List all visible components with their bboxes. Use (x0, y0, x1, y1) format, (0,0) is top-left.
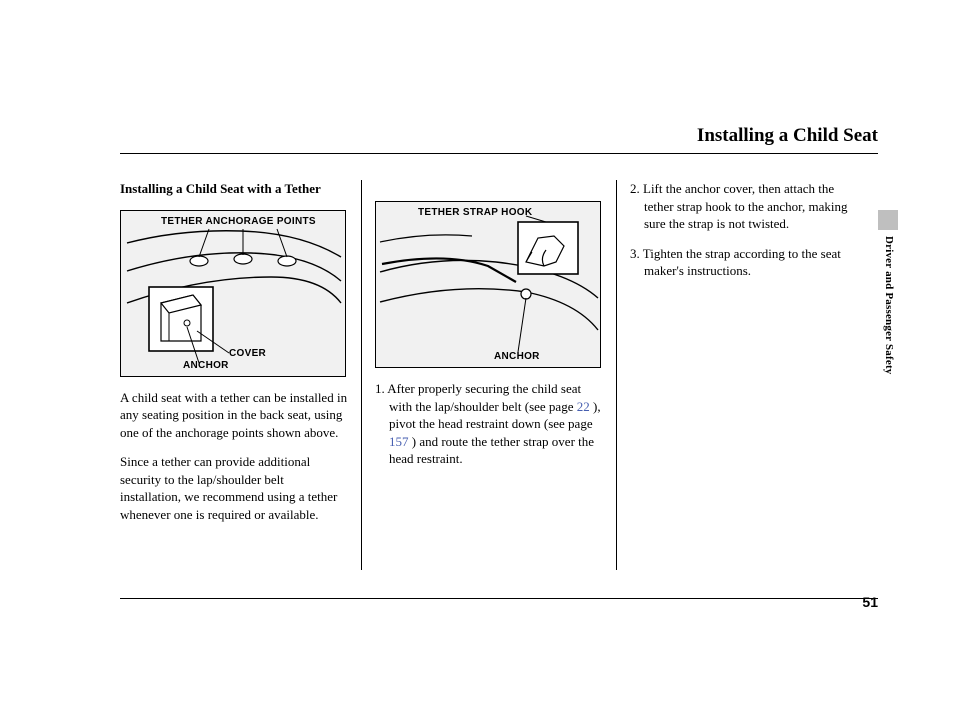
fig-label-anchor: ANCHOR (183, 359, 229, 373)
fig2-label-top: TETHER STRAP HOOK (418, 206, 532, 220)
fig2-label-anchor: ANCHOR (494, 350, 540, 364)
step-3: 3. Tighten the strap according to the se… (630, 245, 858, 280)
step-1-text-c: ) and route the tether strap over the he… (389, 434, 594, 467)
step-3-text: Tighten the strap according to the seat … (643, 246, 841, 279)
step-1-number: 1. (375, 381, 387, 396)
fig-label-top: TETHER ANCHORAGE POINTS (161, 215, 316, 229)
column-1: Installing a Child Seat with a Tether (120, 180, 348, 570)
column-separator-1 (361, 180, 362, 570)
column-separator-2 (616, 180, 617, 570)
step-2-text: Lift the anchor cover, then attach the t… (643, 181, 847, 231)
fig-label-cover: COVER (229, 347, 266, 361)
figure-anchorage-points: TETHER ANCHORAGE POINTS COVER ANCHOR (120, 210, 346, 377)
title-rule (120, 153, 878, 154)
section-label: Driver and Passenger Safety (883, 236, 895, 375)
step-1-text-a: After properly securing the child seat w… (387, 381, 581, 414)
footer-rule (120, 598, 878, 599)
subheading: Installing a Child Seat with a Tether (120, 180, 348, 198)
step-2-number: 2. (630, 181, 643, 196)
page-number: 51 (862, 594, 878, 610)
col1-paragraph-1: A child seat with a tether can be instal… (120, 389, 348, 442)
figure-tether-hook: TETHER STRAP HOOK ANCHOR (375, 201, 601, 368)
page-link-22[interactable]: 22 (577, 399, 590, 414)
page-title: Installing a Child Seat (120, 125, 878, 147)
step-2: 2. Lift the anchor cover, then attach th… (630, 180, 858, 233)
spacer (375, 180, 603, 201)
column-2: TETHER STRAP HOOK ANCHOR 1. After proper… (375, 180, 603, 570)
step-3-number: 3. (630, 246, 643, 261)
manual-page: Installing a Child Seat Installing a Chi… (0, 0, 954, 710)
step-1: 1. After properly securing the child sea… (375, 380, 603, 468)
page-link-157[interactable]: 157 (389, 434, 409, 449)
tether-svg (376, 202, 600, 367)
column-3: 2. Lift the anchor cover, then attach th… (630, 180, 858, 570)
col1-paragraph-2: Since a tether can provide additional se… (120, 453, 348, 523)
title-block: Installing a Child Seat (120, 125, 878, 154)
section-tab (878, 210, 898, 230)
content-columns: Installing a Child Seat with a Tether (120, 180, 858, 570)
